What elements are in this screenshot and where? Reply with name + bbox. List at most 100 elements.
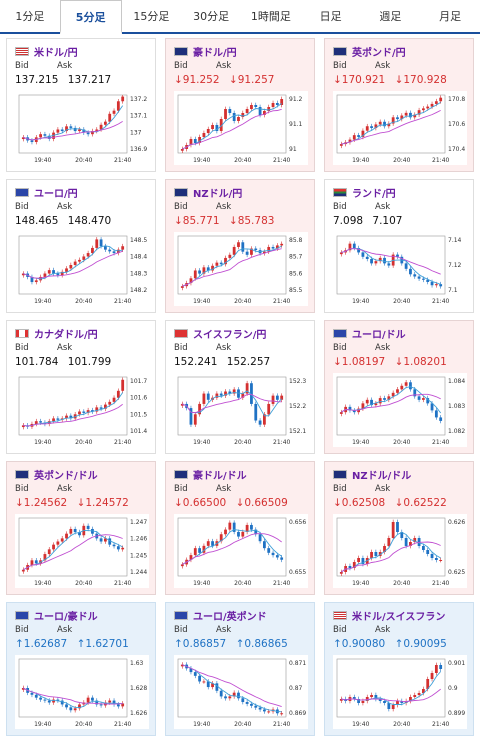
mini-chart[interactable]: 170.8 170.6 170.4 19:40 20:40 21:40: [333, 91, 467, 165]
rate-card[interactable]: スイスフラン/円 Bid Ask 152.241 152.257 152.3 152…: [165, 320, 315, 454]
rate-card[interactable]: 英ポンド/ドル Bid Ask ↓1.24562 ↓1.24572 1.247 1.…: [6, 461, 156, 595]
ma-short-line: [23, 245, 123, 280]
rate-card[interactable]: 米ドル/スイスフラン Bid Ask ↑0.90080 ↑0.90095 0.90…: [324, 602, 474, 736]
candle-body: [267, 246, 271, 252]
uk-flag-icon: [15, 469, 29, 479]
currency-pair-title[interactable]: 豪ドル/円: [193, 47, 237, 59]
currency-pair-title[interactable]: 英ポンド/円: [352, 47, 406, 59]
candle-body: [422, 546, 425, 550]
candle-body: [400, 115, 404, 120]
plot-frame: [177, 235, 287, 295]
tab-3[interactable]: 30分足: [193, 10, 230, 23]
rate-card[interactable]: ユーロ/ドル Bid Ask ↓1.08197 ↓1.08201 1.084 1.0…: [324, 320, 474, 454]
candle-body: [254, 105, 258, 107]
y-tick-label: 1.246: [130, 536, 147, 543]
candle-body: [47, 270, 51, 274]
rate-card[interactable]: 英ポンド/円 Bid Ask ↓170.921 ↓170.928 170.8 170…: [324, 38, 474, 172]
rate-card[interactable]: 米ドル/円 Bid Ask 137.215 137.217 137.2 137.1 1…: [6, 38, 156, 172]
currency-pair-title[interactable]: ユーロ/円: [34, 188, 78, 200]
candlestick-chart: 1.63 1.628 1.626 19:40 20:40 21:40: [18, 658, 147, 728]
candle-body: [116, 101, 120, 111]
currency-pair-title[interactable]: 英ポンド/ドル: [34, 470, 98, 482]
candle-body: [352, 410, 356, 413]
currency-pair-title[interactable]: ユーロ/英ポンド: [193, 611, 267, 623]
candle-body: [352, 562, 356, 568]
mini-chart[interactable]: 0.871 0.87 0.869 19:40 20:40 21:40: [174, 655, 308, 729]
rate-card[interactable]: 豪ドル/ドル Bid Ask ↓0.66500 ↓0.66509 0.656 0.6…: [165, 461, 315, 595]
candle-body: [215, 683, 219, 691]
candle-body: [417, 693, 421, 695]
x-tick-label: 19:40: [193, 721, 210, 728]
mini-chart[interactable]: 137.2 137.1 137 136.9 19:40 20:40 21:40: [15, 91, 149, 165]
mini-chart[interactable]: 148.5 148.4 148.3 148.2 19:40 20:40 21:40: [15, 232, 149, 306]
currency-pair-title[interactable]: 米ドル/スイスフラン: [352, 611, 446, 623]
candle-body: [56, 273, 60, 276]
currency-pair-title[interactable]: ユーロ/ドル: [352, 329, 406, 341]
tab-2[interactable]: 15分足: [133, 10, 170, 23]
currency-pair-title[interactable]: ユーロ/豪ドル: [34, 611, 98, 623]
currency-pair-title[interactable]: カナダドル/円: [34, 329, 98, 341]
mini-chart[interactable]: 1.247 1.246 1.245 1.244 19:40 20:40 21:40: [15, 514, 149, 588]
candle-body: [215, 125, 219, 131]
candle-body: [374, 695, 378, 699]
rate-card[interactable]: ユーロ/円 Bid Ask 148.465 148.470 148.5 148.4 1…: [6, 179, 156, 313]
currency-pair-title[interactable]: ランド/円: [352, 188, 396, 200]
candle-body: [275, 245, 279, 249]
x-tick-label: 20:40: [393, 580, 410, 587]
currency-pair-title[interactable]: スイスフラン/円: [193, 329, 267, 341]
candle-body: [47, 549, 51, 555]
candle-body: [383, 701, 386, 703]
currency-pair-title[interactable]: 豪ドル/ドル: [193, 470, 247, 482]
candle-body: [211, 541, 214, 546]
bid-label: Bid: [15, 202, 29, 212]
mini-chart[interactable]: 152.3 152.2 152.1 19:40 20:40 21:40: [174, 373, 308, 447]
currency-pair-title[interactable]: NZドル/ドル: [352, 470, 412, 482]
mini-chart[interactable]: 7.14 7.12 7.1 19:40 20:40 21:40: [333, 232, 467, 306]
tab-4[interactable]: 1時間足: [250, 10, 291, 23]
rate-card[interactable]: カナダドル/円 Bid Ask 101.784 101.799 101.7 101.…: [6, 320, 156, 454]
card-header: ランド/円: [333, 185, 396, 200]
candle-body: [280, 713, 284, 715]
tab-1[interactable]: 5分足: [59, 0, 122, 34]
candlestick-chart: 152.3 152.2 152.1 19:40 20:40 21:40: [177, 376, 306, 446]
y-tick-label: 1.084: [448, 378, 465, 385]
mini-chart[interactable]: 0.656 0.655 19:40 20:40 21:40: [174, 514, 308, 588]
candlestick-chart: 0.871 0.87 0.869 19:40 20:40 21:40: [177, 658, 306, 728]
candle-body: [198, 270, 201, 274]
tab-0[interactable]: 1分足: [15, 10, 45, 23]
rate-card[interactable]: ユーロ/英ポンド Bid Ask ↑0.86857 ↑0.86865 0.871 0…: [165, 602, 315, 736]
mini-chart[interactable]: 91.2 91.1 91 19:40 20:40 21:40: [174, 91, 308, 165]
rate-card[interactable]: NZドル/ドル Bid Ask ↓0.62508 ↓0.62522 0.626 0.…: [324, 461, 474, 595]
mini-chart[interactable]: 0.626 0.625 19:40 20:40 21:40: [333, 514, 467, 588]
candle-body: [108, 113, 112, 122]
candle-body: [47, 700, 51, 703]
candle-body: [180, 286, 184, 288]
candle-body: [112, 397, 116, 402]
currency-pair-title[interactable]: 米ドル/円: [34, 47, 78, 59]
y-tick-label: 1.628: [130, 685, 147, 692]
tab-5[interactable]: 日足: [319, 10, 342, 23]
tab-6[interactable]: 週足: [379, 10, 402, 23]
rate-card[interactable]: 豪ドル/円 Bid Ask ↓91.252 ↓91.257 91.2 91.1 91 1…: [165, 38, 315, 172]
card-header: 英ポンド/ドル: [15, 467, 98, 482]
candle-body: [378, 121, 382, 125]
mini-chart[interactable]: 1.63 1.628 1.626 19:40 20:40 21:40: [15, 655, 149, 729]
candle-body: [224, 529, 227, 535]
currency-pair-title[interactable]: NZドル/円: [193, 188, 243, 200]
y-tick-label: 137.2: [130, 96, 147, 103]
y-tick-label: 1.244: [130, 569, 147, 576]
mini-chart[interactable]: 1.084 1.083 1.082 19:40 20:40 21:40: [333, 373, 467, 447]
tab-7[interactable]: 月足: [439, 10, 462, 23]
bid-value: 148.465: [15, 215, 59, 227]
mini-chart[interactable]: 101.7 101.6 101.5 101.4 19:40 20:40 21:40: [15, 373, 149, 447]
y-tick-label: 0.656: [289, 519, 306, 526]
candle-body: [219, 690, 223, 697]
candle-body: [339, 572, 343, 574]
rate-card[interactable]: ユーロ/豪ドル Bid Ask ↑1.62687 ↑1.62701 1.63 1.6…: [6, 602, 156, 736]
y-tick-label: 0.871: [289, 660, 306, 667]
bid-ask-labels: Bid Ask: [174, 484, 258, 494]
mini-chart[interactable]: 85.8 85.7 85.6 85.5 19:40 20:40 21:40: [174, 232, 308, 306]
rate-card[interactable]: ランド/円 Bid Ask 7.098 7.107 7.14 7.12 7.1 19:4…: [324, 179, 474, 313]
mini-chart[interactable]: 0.901 0.9 0.899 19:40 20:40 21:40: [333, 655, 467, 729]
rate-card[interactable]: NZドル/円 Bid Ask ↓85.771 ↓85.783 85.8 85.7 85…: [165, 179, 315, 313]
